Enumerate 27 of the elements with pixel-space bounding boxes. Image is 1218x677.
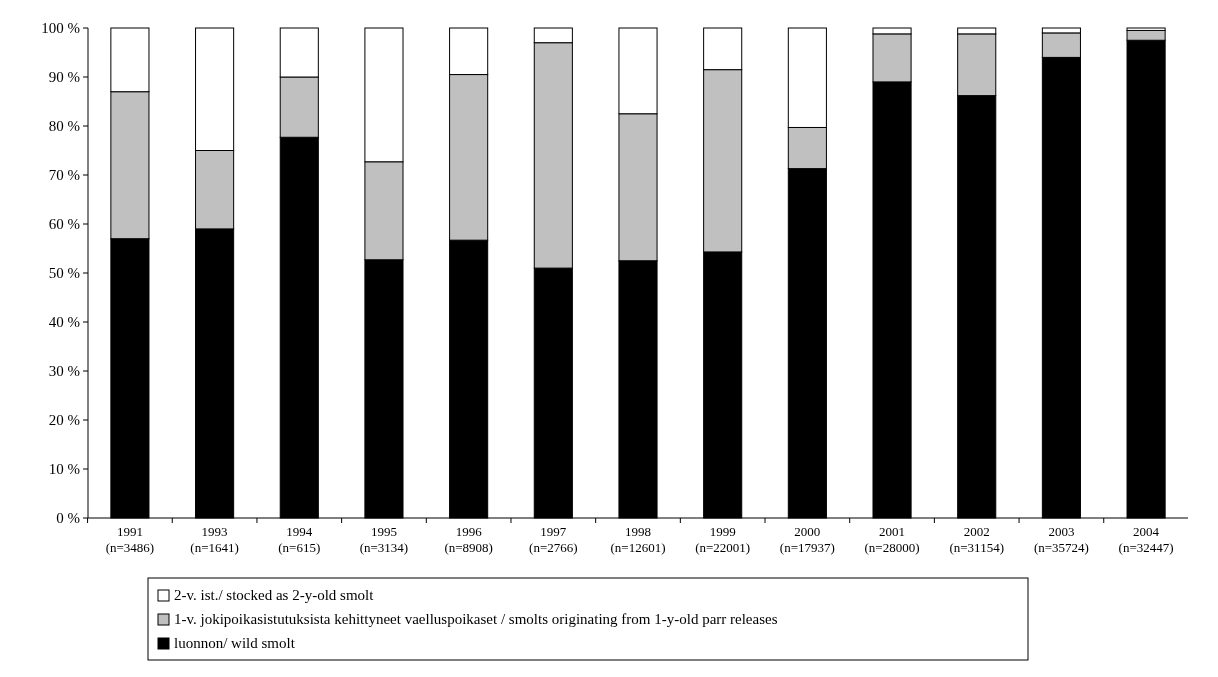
y-tick-label: 80 % bbox=[48, 118, 80, 135]
x-tick-label: 1993 (n=1641) bbox=[190, 524, 239, 555]
x-tick-label: 2004 (n=32447) bbox=[1118, 524, 1174, 555]
x-tick-label: 1991 (n=3486) bbox=[105, 524, 155, 555]
x-tick-label: 1994 (n=615) bbox=[278, 524, 321, 555]
x-tick-label: 2003 (n=35724) bbox=[1033, 524, 1089, 555]
y-tick-label: 100 % bbox=[41, 20, 80, 37]
legend-label: 2-v. ist./ stocked as 2-y-old smolt bbox=[174, 587, 375, 603]
x-tick-label: 2000 (n=17937) bbox=[779, 524, 835, 555]
y-tick-label: 50 % bbox=[48, 265, 80, 282]
y-tick-label: 0 % bbox=[56, 510, 80, 527]
x-tick-label: 1999 (n=22001) bbox=[695, 524, 751, 555]
y-tick-label: 30 % bbox=[48, 363, 80, 380]
x-tick-label: 1997 (n=2766) bbox=[529, 524, 578, 555]
y-tick-label: 70 % bbox=[48, 167, 80, 184]
y-tick-label: 90 % bbox=[48, 69, 80, 86]
x-tick-label: 1996 (n=8908) bbox=[444, 524, 493, 555]
x-tick-label: 2002 (n=31154) bbox=[949, 524, 1004, 555]
x-tick-label: 1998 (n=12601) bbox=[610, 524, 666, 555]
legend-label: 1-v. jokipoikasistutuksista kehittyneet vaelluspoikaset / smolts originating from 1-y-old parr releases bbox=[174, 611, 778, 627]
y-tick-label: 40 % bbox=[48, 314, 80, 331]
x-tick-label: 1995 (n=3134) bbox=[359, 524, 409, 555]
y-tick-label: 20 % bbox=[48, 412, 80, 429]
legend-label: luonnon/ wild smolt bbox=[174, 635, 296, 651]
x-tick-label: 2001 (n=28000) bbox=[864, 524, 920, 555]
y-tick-label: 10 % bbox=[48, 461, 80, 478]
y-tick-label: 60 % bbox=[48, 216, 80, 233]
